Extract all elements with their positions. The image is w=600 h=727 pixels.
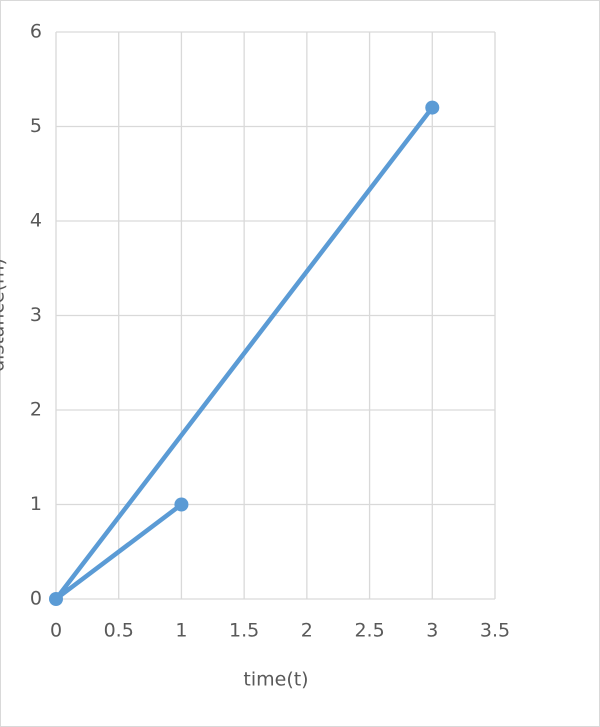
y-tick-label: 0 xyxy=(30,588,42,610)
x-tick-label: 0 xyxy=(50,620,62,642)
x-tick-label: 3.5 xyxy=(480,620,510,642)
y-tick-label: 5 xyxy=(30,115,42,137)
x-tick-label: 2.5 xyxy=(354,620,384,642)
x-tick-label: 1 xyxy=(175,620,187,642)
x-tick-label: 0.5 xyxy=(104,620,134,642)
y-tick-label: 6 xyxy=(30,21,42,43)
x-tick-label: 1.5 xyxy=(229,620,259,642)
data-point xyxy=(425,100,440,115)
y-tick-label: 1 xyxy=(30,493,42,515)
y-tick-label: 3 xyxy=(30,304,42,326)
data-point xyxy=(174,497,189,512)
y-tick-label: 4 xyxy=(30,210,42,232)
x-axis-title: time(t) xyxy=(243,669,308,691)
y-axis-title: distance(m) xyxy=(0,258,9,372)
data-point xyxy=(49,592,63,606)
x-tick-label: 2 xyxy=(301,620,313,642)
y-tick-label: 2 xyxy=(30,399,42,421)
x-tick-label: 3 xyxy=(426,620,438,642)
